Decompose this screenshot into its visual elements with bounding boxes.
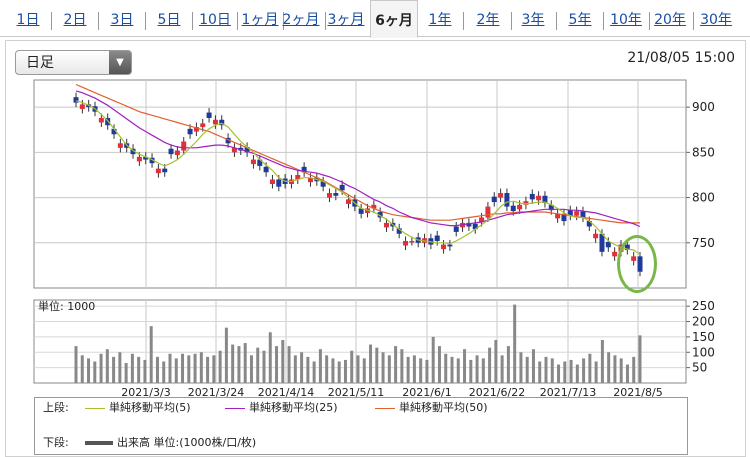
last-update-time: 21/08/05 15:00	[627, 50, 735, 66]
ma5-line-swatch	[85, 407, 105, 409]
tab-11[interactable]: 3年	[521, 12, 545, 28]
legend-volume-label: 出来高 単位:(1000株/口/枚)	[117, 436, 257, 449]
candle-interval-select[interactable]: 日足 ▼	[15, 50, 132, 75]
legend-ma25: 単純移動平均(25)	[225, 401, 338, 415]
tab-9[interactable]: 1年	[428, 12, 452, 28]
legend-ma25-label: 単純移動平均(25)	[249, 401, 338, 414]
candle-interval-value: 日足	[26, 55, 54, 71]
tab-4[interactable]: 10日	[199, 12, 231, 28]
tab-0[interactable]: 1日	[16, 12, 40, 28]
ma25-line-swatch	[225, 407, 245, 409]
tab-6[interactable]: 2ヶ月	[282, 12, 320, 28]
chart-legend: 上段: 単純移動平均(5) 単純移動平均(25) 単純移動平均(50) 下段: …	[34, 397, 688, 455]
volume-bar-swatch	[85, 441, 113, 445]
period-tab-bar: 1日 2日 3日 5日 10日 1ヶ月 2ヶ月 3ヶ月 6ヶ月 1年 2年 3年 5年 10年 20年 30年	[0, 0, 750, 38]
tab-8[interactable]: 6ヶ月	[370, 0, 418, 38]
tab-separator	[237, 12, 238, 30]
tab-separator	[283, 12, 284, 30]
tab-separator	[145, 12, 146, 30]
chevron-down-icon: ▼	[109, 51, 131, 74]
tab-7[interactable]: 3ヶ月	[327, 12, 365, 28]
tab-separator	[463, 12, 464, 30]
legend-ma5-label: 単純移動平均(5)	[109, 401, 191, 414]
tab-separator	[51, 12, 52, 30]
legend-ma50-label: 単純移動平均(50)	[399, 401, 488, 414]
legend-upper-label: 上段:	[43, 401, 69, 414]
tab-separator	[511, 12, 512, 30]
legend-ma5: 単純移動平均(5)	[85, 401, 191, 415]
legend-volume: 出来高 単位:(1000株/口/枚)	[85, 436, 256, 450]
tab-separator	[556, 12, 557, 30]
tab-separator	[603, 12, 604, 30]
tab-14[interactable]: 20年	[654, 12, 686, 28]
tab-separator	[98, 12, 99, 30]
tab-15[interactable]: 30年	[700, 12, 732, 28]
tab-12[interactable]: 5年	[568, 12, 592, 28]
tab-separator	[325, 12, 326, 30]
legend-ma50: 単純移動平均(50)	[375, 401, 488, 415]
tab-13[interactable]: 10年	[610, 12, 642, 28]
highlight-circle	[617, 235, 657, 293]
tab-3[interactable]: 5日	[157, 12, 181, 28]
ma50-line-swatch	[375, 407, 395, 409]
tab-separator	[192, 12, 193, 30]
tab-5[interactable]: 1ヶ月	[241, 12, 279, 28]
legend-lower-label: 下段:	[43, 436, 69, 449]
tab-1[interactable]: 2日	[63, 12, 87, 28]
tab-2[interactable]: 3日	[110, 12, 134, 28]
tab-separator	[693, 12, 694, 30]
tab-separator	[649, 12, 650, 30]
tab-10[interactable]: 2年	[476, 12, 500, 28]
